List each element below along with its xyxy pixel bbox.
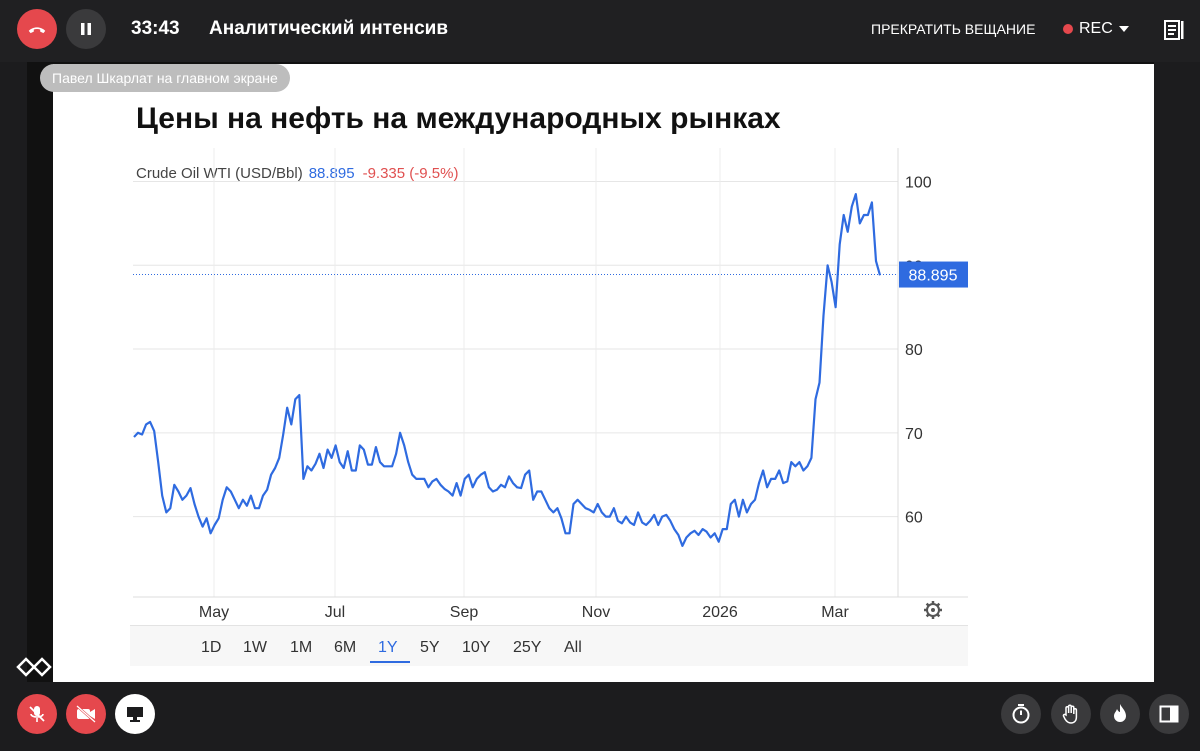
slide-title: Цены на нефть на международных рынках (136, 102, 781, 135)
screen-share-button[interactable] (115, 694, 155, 734)
notes-icon (1164, 20, 1184, 40)
timer-button[interactable] (1001, 694, 1041, 734)
x-tick-label: 2026 (702, 604, 738, 621)
chart-header: Crude Oil WTI (USD/Bbl) 88.895 -9.335 (-9.… (136, 165, 458, 182)
camera-toggle-button[interactable] (66, 694, 106, 734)
x-tick-label: Nov (582, 604, 610, 621)
stopwatch-icon (1012, 704, 1030, 724)
hang-up-button[interactable] (17, 9, 57, 49)
range-selector (130, 625, 968, 666)
range-option-6m[interactable]: 6M (334, 639, 357, 656)
conference-title: Аналитический интенсив (209, 18, 448, 39)
flame-icon (1114, 704, 1126, 722)
range-option-5y[interactable]: 5Y (420, 639, 440, 656)
range-option-1y[interactable]: 1Y (378, 639, 398, 656)
range-option-1w[interactable]: 1W (243, 639, 267, 656)
phone-hangup-icon (28, 27, 46, 34)
rec-label: REC (1079, 20, 1113, 37)
stop-broadcast-button[interactable]: ПРЕКРАТИТЬ ВЕЩАНИЕ (871, 21, 1036, 37)
range-option-10y[interactable]: 10Y (462, 639, 491, 656)
monitor-icon (127, 707, 143, 722)
chart-settings-gear-icon[interactable] (924, 601, 942, 619)
instrument-name: Crude Oil WTI (USD/Bbl) (136, 165, 303, 182)
chevron-down-icon (1118, 26, 1129, 32)
shared-screen-slide (53, 64, 1154, 682)
range-option-1m[interactable]: 1M (290, 639, 313, 656)
hand-icon (1062, 704, 1078, 724)
microphone-toggle-button[interactable] (17, 694, 57, 734)
pip-indicator (16, 655, 52, 684)
price-series-line (133, 193, 882, 548)
pause-icon (81, 23, 91, 35)
top-bar (0, 0, 1200, 62)
call-timer: 33:43 (131, 18, 180, 39)
range-option-1d[interactable]: 1D (201, 639, 222, 656)
x-tick-label: Jul (325, 604, 345, 621)
presenter-label: Павел Шкарлат на главном экране (40, 64, 290, 92)
reactions-button[interactable] (1100, 694, 1140, 734)
camera-off-icon (76, 705, 96, 723)
active-range-underline (370, 661, 410, 663)
layout-icon (16, 657, 52, 677)
pause-button[interactable] (66, 9, 106, 49)
bottom-bar (0, 682, 1200, 751)
x-tick-label: May (199, 604, 229, 621)
price-change: -9.335 (-9.5%) (362, 165, 459, 182)
x-tick-label: Sep (450, 604, 479, 621)
sidebar-layout-icon (1159, 705, 1179, 723)
rec-indicator-icon (1063, 24, 1073, 34)
range-option-25y[interactable]: 25Y (513, 639, 542, 656)
y-tick-label: 60 (905, 510, 923, 527)
y-tick-label: 100 (905, 175, 932, 192)
rec-dropdown[interactable]: REC (1063, 20, 1129, 38)
range-option-all[interactable]: All (564, 639, 582, 656)
last-value: 88.895 (308, 165, 355, 182)
y-tick-label: 80 (905, 342, 923, 359)
last-price-label: 88.895 (909, 268, 958, 285)
last-price-badge (899, 261, 968, 288)
x-tick-label: Mar (821, 604, 849, 621)
notes-button[interactable] (1162, 18, 1186, 47)
microphone-off-icon (29, 706, 45, 722)
y-tick-label: 70 (905, 426, 923, 443)
raise-hand-button[interactable] (1051, 694, 1091, 734)
layout-toggle-button[interactable] (1149, 694, 1189, 734)
